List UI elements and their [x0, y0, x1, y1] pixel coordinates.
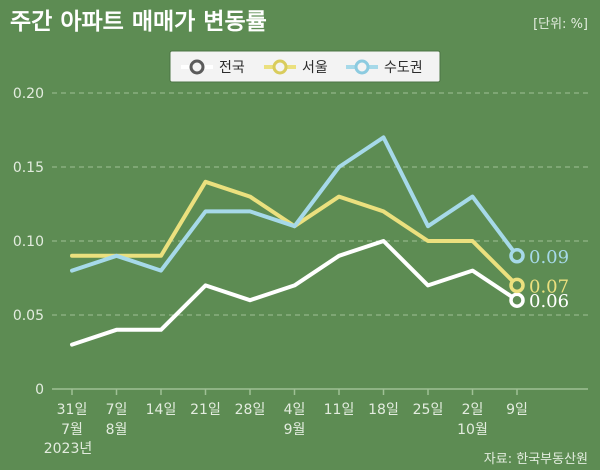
grid: [52, 92, 588, 390]
x-tick-sublabel: 7월: [61, 422, 83, 438]
y-tick-label: 0.15: [13, 160, 44, 176]
legend-item-national: 전국: [181, 59, 245, 76]
legend-marker-capital: [354, 59, 370, 75]
end-marker-seoul: [509, 277, 525, 294]
unit-label: [단위: %]: [533, 17, 588, 32]
x-axis-year-label: 2023년: [44, 441, 93, 457]
x-axis-ticks: 31일 7월 7일 8월 14일 21일 28일 4일 9월 11일 18일 25일 2일 10월 9일 20…: [44, 389, 528, 457]
chart-title: 주간 아파트 매매가 변동률: [10, 9, 267, 35]
end-marker-capital: [509, 248, 525, 264]
legend-marker-national: [189, 59, 205, 75]
end-label-seoul: 0.07: [529, 276, 569, 297]
x-tick-sublabel: 10월: [457, 422, 488, 438]
legend-item-capital: 수도권: [346, 59, 423, 76]
end-markers: 0.060.07 0.09: [509, 247, 569, 312]
x-tick-label: 28일: [235, 402, 266, 418]
y-tick-label: 0.10: [13, 234, 44, 250]
series: [70, 135, 519, 347]
x-tick-label: 18일: [368, 402, 399, 418]
end-label-capital: 0.09: [529, 247, 569, 268]
x-tick-sublabel: 9월: [284, 422, 306, 438]
x-tick-label: 25일: [413, 402, 444, 418]
series-line-capital: [70, 135, 519, 273]
x-tick-label: 14일: [146, 402, 177, 418]
end-label-national: 0.06: [529, 291, 569, 312]
y-tick-label: 0: [35, 382, 44, 398]
y-tick-label: 0.20: [13, 86, 44, 102]
legend: 전국 서울 수도권: [169, 50, 441, 83]
x-tick-label: 4일: [284, 402, 306, 418]
legend-box: [169, 50, 441, 83]
source-label: 자료: 한국부동산원: [484, 452, 588, 467]
x-tick-label: 31일: [57, 402, 88, 418]
x-tick-sublabel: 8월: [106, 422, 128, 438]
x-tick-label: 21일: [190, 402, 221, 418]
x-tick-label: 9일: [506, 402, 528, 418]
end-marker-national: [509, 292, 525, 308]
series-line-national: [70, 239, 519, 347]
x-tick-label: 2일: [462, 402, 484, 418]
legend-item-seoul: 서울: [264, 59, 328, 76]
x-tick-label: 7일: [106, 402, 128, 418]
y-tick-label: 0.05: [13, 308, 44, 324]
legend-label-national: 전국: [219, 60, 245, 76]
y-axis-ticks: 0 0.05 0.10 0.15 0.20: [13, 86, 44, 398]
legend-marker-seoul: [272, 59, 288, 75]
x-tick-label: 11일: [324, 402, 355, 418]
legend-label-capital: 수도권: [384, 60, 423, 76]
legend-label-seoul: 서울: [302, 60, 328, 76]
